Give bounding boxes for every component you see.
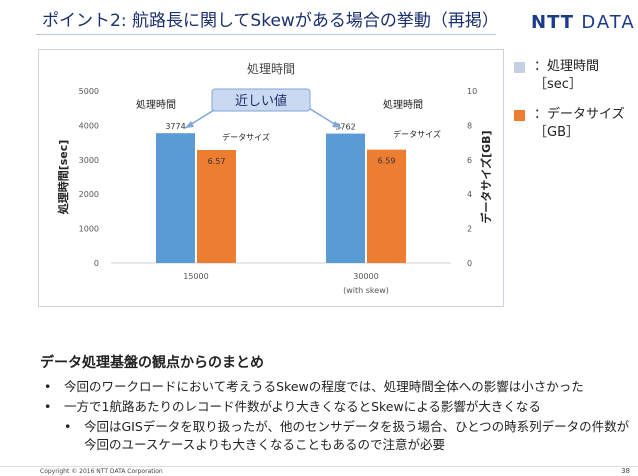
summary-bullets: 今回のワークロードにおいて考えうるSkewの程度では、処理時間全体への影響は小さ… [40,378,630,454]
logo-ntt-text: NTT [531,12,575,33]
y-tick-label: 1000 [79,225,99,234]
x-tick-label: 15000 [183,272,208,281]
x-tick-sublabel: (with skew) [343,286,389,295]
company-logo: NTT DATA [531,12,636,33]
legend-swatch-data-size [514,110,525,121]
slide-title: ポイント2: 航路長に関してSkewがある場合の挙動（再掲） [42,11,499,31]
y2-tick-label: 10 [467,87,477,96]
y-tick-label: 2000 [79,190,99,199]
y2-tick-label: 0 [467,259,472,268]
legend-unit: ［GB］ [534,125,579,140]
legend-item-data-size: ：データサイズ ［GB］ [512,106,632,142]
legend-label: ：データサイズ [534,107,625,122]
y-tick-label: 0 [94,259,99,268]
copyright-text: Copyright © 2016 NTT DATA Corporation [40,468,163,475]
bar-annotation-processing-time: 処理時間 [136,98,176,111]
bar-annotation-data-size: データサイズ [393,129,441,139]
y2-tick-label: 4 [467,190,472,199]
legend-label: ：処理時間 [534,59,600,74]
sub-bullet-item: 今回はGISデータを取り扱ったが、他のセンサデータを扱う場合、ひとつの時系列デー… [40,418,630,454]
chart-legend: ：処理時間 ［sec］ ：データサイズ ［GB］ [512,58,632,154]
y2-axis-title: データサイズ[GB] [479,130,493,223]
y-tick-label: 4000 [79,121,99,130]
chart-svg: 処理時間 0 1000 2000 3000 4000 5000 0 2 4 6 8 10 3774 6.57… [56,62,493,295]
bullet-item: 今回のワークロードにおいて考えうるSkewの程度では、処理時間全体への影響は小さ… [40,378,630,396]
bar-annotation-processing-time: 処理時間 [383,98,423,111]
footer-divider [0,466,638,467]
callout-arrowhead-right [332,121,341,128]
bar-value-label: 3774 [165,122,185,131]
page-number: 38 [621,467,630,475]
x-tick-label: 30000 [353,272,378,281]
legend-item-processing-time: ：処理時間 ［sec］ [512,58,632,94]
y2-tick-label: 2 [467,225,472,234]
y-tick-label: 5000 [79,87,99,96]
bar-processing-time [156,133,195,263]
y-axis-title: 処理時間[sec] [56,140,70,216]
logo-data-text: DATA [581,12,636,33]
callout-box [211,88,311,112]
y2-tick-label: 8 [467,121,472,130]
bar-annotation-data-size: データサイズ [222,132,270,142]
legend-unit: ［sec］ [534,77,582,92]
callout-arrowhead-left [185,121,194,128]
legend-swatch-processing-time [514,62,525,73]
bullet-item: 一方で1航路あたりのレコード件数がより大きくなるとSkewによる影響が大きくなる [40,398,630,416]
y2-tick-label: 6 [467,156,472,165]
chart-area: 処理時間 0 1000 2000 3000 4000 5000 0 2 4 6 8 10 3774 6.57… [38,49,504,307]
bar-value-label: 6.59 [378,157,396,166]
chart-title: 処理時間 [247,62,295,76]
title-divider [36,34,496,35]
bar-value-label: 3762 [335,123,355,132]
bar-data-size [367,149,406,263]
callout-text: 近しい値 [235,93,287,109]
summary-heading: データ処理基盤の観点からのまとめ [40,355,264,371]
bar-processing-time [326,133,365,263]
bar-value-label: 6.57 [208,157,226,166]
bar-data-size [197,149,236,263]
y-tick-label: 3000 [79,156,99,165]
